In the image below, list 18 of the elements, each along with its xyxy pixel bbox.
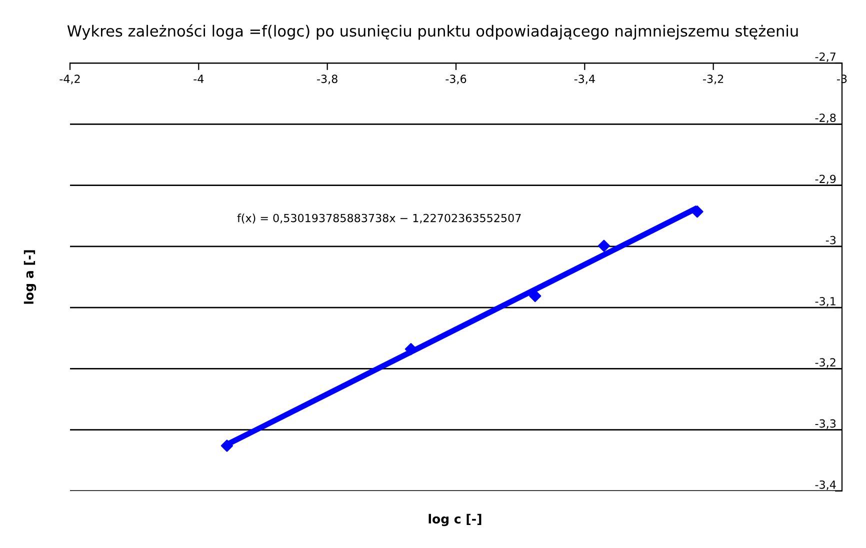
- x-tick-label: -3,2: [703, 74, 724, 84]
- chart-title: Wykres zależności loga =f(logc) po usunięciu punktu odpowiadającego najmniejszemu stężeniu: [67, 24, 798, 40]
- x-tick-label: -3,6: [446, 74, 466, 84]
- x-tick-label: -4: [194, 74, 204, 83]
- annotation: f(x) = 0,530193785883738x − 1,22702363552507: [237, 214, 521, 224]
- y-tick-label: -3: [826, 236, 836, 244]
- y-tick-label: -2,7: [815, 52, 836, 62]
- y-tick-label: -3,1: [815, 297, 836, 307]
- y-tick-label: -2,9: [815, 174, 836, 184]
- x-tick-label: -3,8: [317, 74, 338, 84]
- x-tick-label: -4,2: [60, 74, 80, 84]
- y-tick-label: -3,4: [815, 480, 836, 490]
- y-tick-label: -3,3: [815, 419, 836, 429]
- y-tick-label: -2,8: [815, 114, 836, 124]
- x-axis-title: log c [-]: [428, 514, 482, 526]
- y-axis-title: log a [-]: [24, 250, 36, 304]
- y-tick-label: -3,2: [815, 358, 836, 368]
- x-tick-label: -3,4: [574, 74, 595, 84]
